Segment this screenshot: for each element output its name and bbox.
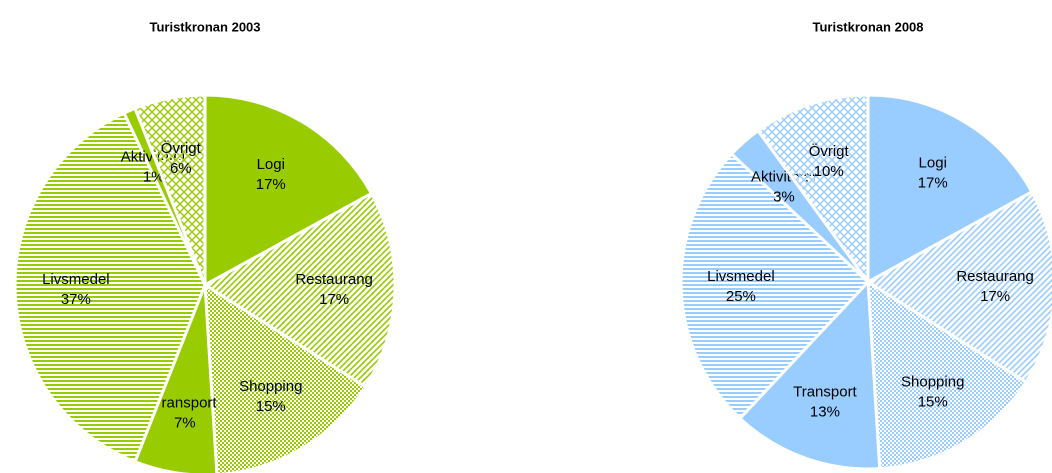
chart-title: Turistkronan 2008 <box>812 19 923 34</box>
slice-value: 25% <box>726 288 756 305</box>
slice-value: 10% <box>814 163 844 180</box>
pie-slice <box>755 93 870 287</box>
slice-label: Transport <box>793 384 857 401</box>
slice-label: Logi <box>257 156 285 173</box>
pie-slice <box>737 278 882 471</box>
slice-value: 13% <box>810 404 840 421</box>
slice-value: 17% <box>319 291 349 308</box>
pie-slice <box>866 279 1028 471</box>
slice-value: 3% <box>773 189 795 206</box>
slice-value: 15% <box>918 393 948 410</box>
slice-value: 7% <box>174 415 196 432</box>
slice-label: Logi <box>919 155 947 172</box>
pie-slice <box>679 151 871 421</box>
slice-value: 17% <box>980 288 1010 305</box>
slice-label: Livsmedel <box>42 271 110 288</box>
pie-slice <box>866 93 1034 285</box>
slice-label: Restaurang <box>956 268 1034 285</box>
chart-title: Turistkronan 2003 <box>149 19 260 34</box>
slice-label: Restaurang <box>295 271 373 288</box>
pie-slice <box>202 191 397 389</box>
pie-slice <box>203 282 368 473</box>
pie-slice <box>13 111 207 464</box>
pie-slice <box>133 93 207 286</box>
slice-value: 17% <box>256 176 286 193</box>
slice-label: Livsmedel <box>707 268 775 285</box>
slice-label: Shopping <box>239 378 302 395</box>
slice-value: 37% <box>61 291 91 308</box>
slice-value: 15% <box>256 398 286 415</box>
slice-value: 17% <box>918 175 948 192</box>
slice-label: Shopping <box>901 373 964 390</box>
slice-label: Transport <box>153 395 217 412</box>
slice-label: Övrigt <box>161 139 202 157</box>
pie-slice <box>203 93 374 288</box>
slice-label: Övrigt <box>809 142 850 160</box>
pie-slice <box>865 189 1052 385</box>
slice-value: 6% <box>170 160 192 177</box>
